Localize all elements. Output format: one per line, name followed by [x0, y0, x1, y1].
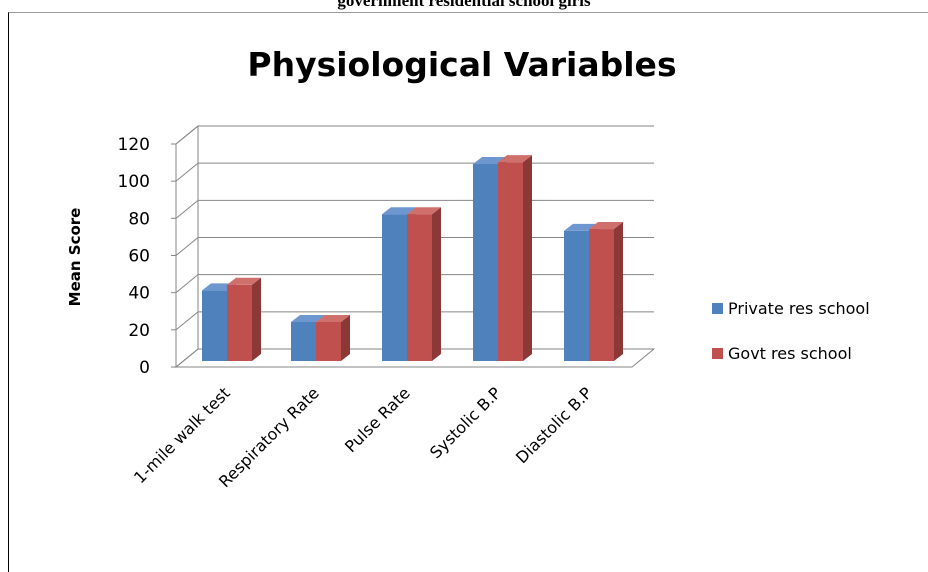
bar-side: [432, 207, 441, 361]
document-header: government residential school girls: [337, 0, 591, 10]
y-tick-label: 100: [118, 172, 150, 192]
x-tick-label: Pulse Rate: [341, 383, 414, 456]
bar-top: [589, 222, 623, 230]
gridline-depth: [175, 199, 199, 219]
bar-side: [252, 277, 261, 361]
legend: Private res school Govt res school: [712, 299, 870, 363]
plot-area: 0 20 40 60 80 100 120 1-mile walk testRespirato…: [118, 124, 656, 491]
y-tick-label: 80: [128, 209, 150, 229]
bar-govt-1: [316, 314, 350, 361]
bar-side: [341, 314, 350, 361]
bar-front: [407, 214, 432, 361]
gridline-depth: [175, 348, 199, 368]
y-tick-label: 0: [139, 358, 150, 378]
y-tick-label: 40: [128, 284, 150, 304]
gridline-depth: [175, 162, 199, 182]
bar-top: [316, 314, 350, 322]
gridline-depth: [175, 274, 199, 294]
bar-side: [523, 155, 532, 361]
bar-front: [316, 321, 341, 361]
bar-front: [589, 229, 614, 361]
bar-front: [473, 164, 498, 361]
x-tick-label: 1-mile walk test: [130, 383, 234, 487]
bar-govt-2: [407, 207, 441, 361]
y-tick-label: 60: [128, 247, 150, 267]
x-tick-label: Diastolic B.P: [512, 383, 596, 467]
bar-govt-4: [589, 222, 623, 361]
x-tick-label: Respiratory Rate: [215, 383, 323, 491]
y-tick-label: 120: [118, 135, 150, 155]
bar-top: [291, 314, 325, 322]
gridline-depth: [175, 125, 199, 145]
bar-front: [227, 284, 252, 361]
legend-label: Private res school: [728, 299, 870, 318]
bar-front: [498, 162, 523, 361]
bar-top: [382, 207, 416, 215]
bar-front: [291, 321, 316, 361]
bar-front: [564, 230, 589, 361]
x-tick-label: Systolic B.P: [426, 383, 505, 462]
bar-top: [227, 277, 261, 285]
bar-govt-3: [498, 155, 532, 361]
gridline-depth: [175, 237, 199, 256]
bar-top: [498, 155, 532, 163]
gridline-depth: [175, 311, 199, 331]
bar-top: [407, 207, 441, 215]
chart-title: Physiological Variables: [247, 45, 676, 84]
chart-frame: [8, 12, 928, 572]
y-axis-label: Mean Score: [66, 208, 84, 307]
legend-label: Govt res school: [728, 344, 852, 363]
bar-front: [202, 290, 227, 361]
y-tick-label: 20: [128, 321, 150, 341]
legend-swatch: [712, 348, 723, 359]
legend-swatch: [712, 303, 723, 314]
bar-side: [614, 222, 623, 361]
bar-front: [382, 214, 407, 361]
bar-govt-0: [227, 277, 261, 361]
